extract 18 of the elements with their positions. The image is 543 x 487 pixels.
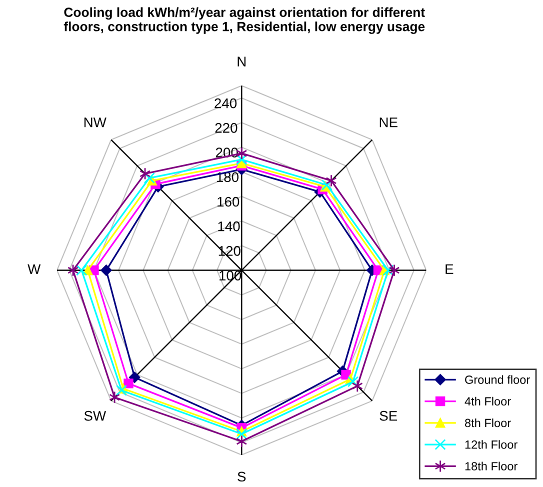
y-tick-label: 160 [218,196,240,207]
spoke-label: S [238,472,246,482]
legend-label: 12th Floor [465,440,518,449]
spoke-label: SW [84,410,106,421]
y-tick-label: 140 [218,221,240,232]
spoke-label: N [238,56,246,66]
legend-label: 8th Floor [465,418,511,428]
spoke-label: NW [84,118,106,128]
legend-label: Ground floor [465,375,530,384]
spoke-label: SE [380,410,398,421]
y-tick-label: 220 [215,123,238,133]
legend-label: 18th Floor [465,462,518,470]
spoke-label: E [446,264,454,274]
y-tick-label: 240 [214,98,237,108]
spoke-label: W [28,264,41,274]
chart-title: Cooling load kWh/m²/year against orientation for different floors, construction type 1, Residential, low energy usage [64,7,425,34]
legend-label: 4th Floor [464,396,511,406]
spoke-label: NE [380,118,398,128]
